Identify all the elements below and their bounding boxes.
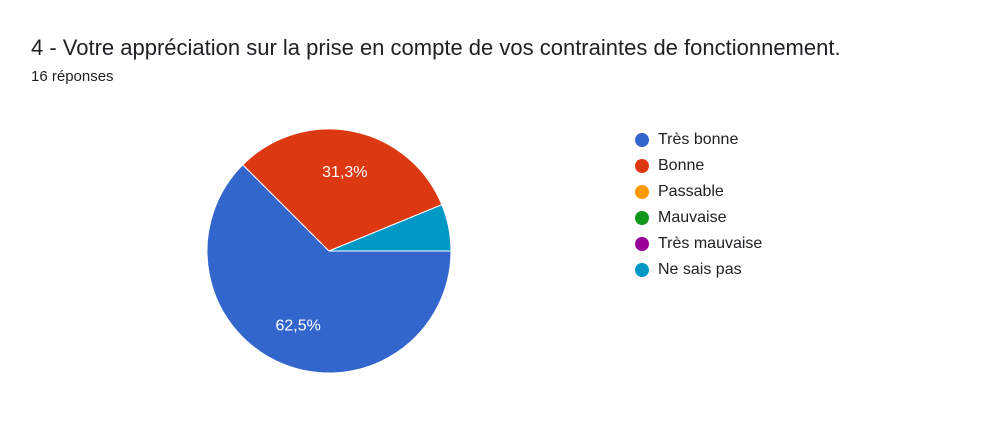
legend-label: Passable bbox=[658, 183, 724, 200]
legend-swatch-icon bbox=[635, 237, 649, 251]
legend-swatch-icon bbox=[635, 159, 649, 173]
slice-label-1: 31,3% bbox=[322, 164, 367, 181]
legend-swatch-icon bbox=[635, 263, 649, 277]
legend-item[interactable]: Très bonne bbox=[635, 127, 762, 153]
legend: Très bonne Bonne Passable Mauvaise Très mauv… bbox=[635, 127, 762, 283]
legend-item[interactable]: Bonne bbox=[635, 153, 762, 179]
legend-swatch-icon bbox=[635, 133, 649, 147]
pie-slice-0 bbox=[206, 164, 452, 374]
legend-label: Ne sais pas bbox=[658, 261, 742, 278]
legend-swatch-icon bbox=[635, 211, 649, 225]
legend-label: Très bonne bbox=[658, 131, 739, 148]
legend-item[interactable]: Mauvaise bbox=[635, 205, 762, 231]
legend-label: Mauvaise bbox=[658, 209, 727, 226]
response-count: 16 réponses bbox=[31, 68, 114, 85]
chart-title: 4 - Votre appréciation sur la prise en c… bbox=[31, 35, 841, 60]
legend-item[interactable]: Très mauvaise bbox=[635, 231, 762, 257]
legend-swatch-icon bbox=[635, 185, 649, 199]
pie-slice-1 bbox=[242, 128, 443, 252]
legend-label: Très mauvaise bbox=[658, 235, 763, 252]
slice-label-0: 62,5% bbox=[275, 317, 320, 334]
legend-item[interactable]: Passable bbox=[635, 179, 762, 205]
pie-slice-5 bbox=[328, 204, 452, 252]
legend-item[interactable]: Ne sais pas bbox=[635, 257, 762, 283]
pie-chart: 62,5% 31,3% bbox=[206, 128, 452, 374]
legend-label: Bonne bbox=[658, 157, 705, 174]
